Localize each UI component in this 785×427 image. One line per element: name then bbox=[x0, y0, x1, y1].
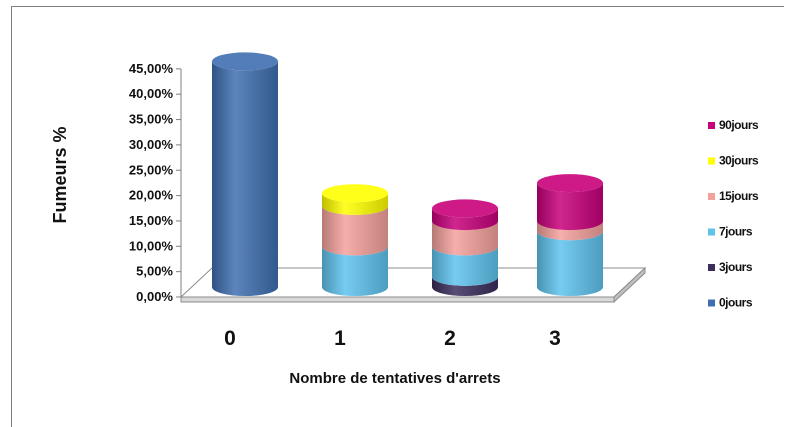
y-tick-label: 25,00% bbox=[129, 162, 174, 177]
bar-segment-7jours bbox=[537, 231, 603, 296]
chart-floor-edge bbox=[180, 296, 615, 303]
bars-group bbox=[212, 52, 603, 297]
legend-swatch bbox=[708, 264, 715, 271]
chart-floor-side bbox=[613, 266, 646, 304]
bar-top-30jours bbox=[322, 184, 388, 203]
legend-swatch bbox=[708, 193, 715, 200]
bar-segment-7jours bbox=[322, 246, 388, 296]
floor-group bbox=[179, 266, 647, 304]
bar-segment-30jours bbox=[322, 193, 388, 215]
category-labels-group: 0 1 2 3 bbox=[224, 327, 561, 350]
x-tick-label: 0 bbox=[224, 327, 236, 350]
y-tick-label: 45,00% bbox=[129, 61, 174, 76]
bar-segment-15jours bbox=[322, 205, 388, 256]
legend-label: 15jours bbox=[719, 189, 759, 203]
x-tick-label: 3 bbox=[549, 327, 561, 350]
bar-segment-90jours bbox=[432, 208, 498, 231]
legend-label: 7jours bbox=[719, 225, 753, 239]
legend-swatch bbox=[708, 228, 715, 236]
chart-frame bbox=[11, 6, 784, 427]
legend-swatch bbox=[708, 122, 715, 129]
legend-label: 90jours bbox=[719, 118, 759, 132]
y-tick-label: 0,00% bbox=[136, 289, 173, 304]
bar-segment-15jours bbox=[537, 221, 603, 241]
bar-segment-3jours bbox=[432, 276, 498, 296]
bar-top-90jours bbox=[537, 174, 603, 193]
bar-top-0jours bbox=[212, 52, 278, 71]
x-axis-title: Nombre de tentatives d'arrets bbox=[289, 370, 500, 387]
bar-segment-7jours bbox=[432, 246, 498, 286]
legend-label: 30jours bbox=[719, 154, 759, 168]
legend-swatch bbox=[708, 157, 715, 165]
y-tick-label: 5,00% bbox=[136, 264, 173, 279]
x-tick-label: 1 bbox=[334, 327, 346, 350]
bar-segment-15jours bbox=[432, 221, 498, 256]
bar-top-90jours bbox=[432, 199, 498, 218]
y-axis-group: 0,00% 5,00% 10,00% 15,00% 20,00% 25,00% 30,00%… bbox=[129, 61, 182, 304]
legend-swatch bbox=[708, 299, 715, 307]
y-tick-label: 10,00% bbox=[129, 238, 174, 253]
bar-segment-0jours bbox=[212, 61, 278, 297]
y-tick-label: 15,00% bbox=[129, 213, 174, 228]
y-tick-label: 40,00% bbox=[129, 86, 174, 101]
y-axis-title: Fumeurs % bbox=[50, 126, 70, 223]
y-tick-label: 20,00% bbox=[129, 188, 174, 203]
bar-segment-90jours bbox=[537, 183, 603, 231]
y-tick-label: 30,00% bbox=[129, 137, 174, 152]
legend: 90jours 30jours 15jours 7jours 3jours 0jours bbox=[708, 118, 760, 310]
y-tick-label: 35,00% bbox=[129, 112, 174, 127]
legend-label: 3jours bbox=[719, 260, 753, 274]
x-tick-label: 2 bbox=[444, 327, 456, 350]
legend-label: 0jours bbox=[719, 296, 753, 310]
